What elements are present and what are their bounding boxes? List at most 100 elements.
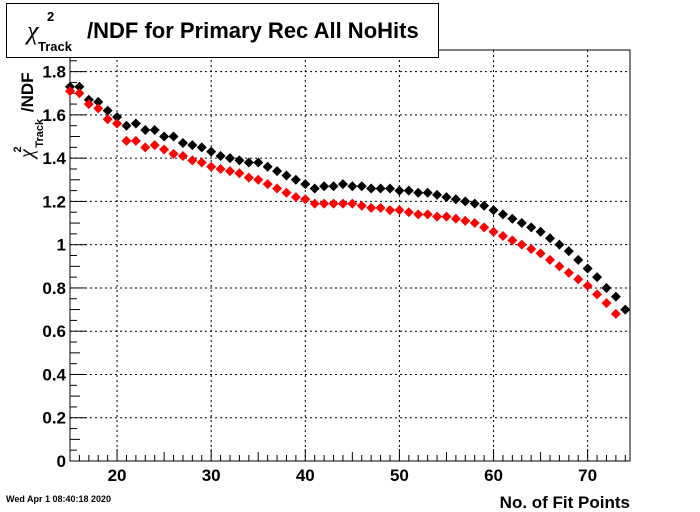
black-data-point bbox=[196, 142, 207, 153]
y-tick-label: 1 bbox=[57, 236, 66, 255]
red-data-point bbox=[281, 187, 292, 198]
y-tick-label: 0 bbox=[57, 452, 66, 471]
y-tick-label: 0.6 bbox=[42, 322, 66, 341]
y-axis-label-symbol: χ bbox=[16, 148, 38, 160]
red-data-point bbox=[356, 200, 367, 211]
black-data-point bbox=[601, 282, 612, 293]
red-data-point bbox=[309, 198, 320, 209]
x-tick-label: 50 bbox=[390, 466, 409, 485]
tick-labels: 20 30 40 50 60 70 0 0.2 0.4 0.6 0.8 1 1.2 1.4 1.6 1.8 bbox=[42, 63, 597, 485]
red-data-point bbox=[554, 261, 565, 272]
red-data-point bbox=[413, 209, 424, 220]
black-data-point bbox=[441, 192, 452, 203]
x-tick-label: 20 bbox=[108, 466, 127, 485]
black-data-point bbox=[375, 183, 386, 194]
red-data-point bbox=[215, 163, 226, 174]
black-data-point bbox=[450, 194, 461, 205]
red-data-point bbox=[253, 174, 264, 185]
plot-frame bbox=[69, 49, 631, 462]
red-data-point bbox=[337, 198, 348, 209]
red-data-point bbox=[319, 198, 330, 209]
red-data-point bbox=[93, 103, 104, 114]
red-data-point bbox=[385, 205, 395, 216]
red-data-point bbox=[573, 274, 584, 285]
red-data-point bbox=[610, 308, 621, 319]
black-data-point bbox=[545, 233, 555, 244]
black-data-point bbox=[413, 187, 424, 198]
red-data-point bbox=[234, 168, 245, 179]
grid bbox=[70, 50, 630, 461]
timestamp: Wed Apr 1 08:40:18 2020 bbox=[6, 494, 112, 504]
red-data-point bbox=[206, 161, 217, 172]
black-data-point bbox=[535, 226, 546, 237]
black-data-point bbox=[385, 183, 395, 194]
black-data-point bbox=[187, 140, 198, 151]
red-data-point bbox=[545, 254, 555, 265]
red-data-point bbox=[102, 114, 113, 125]
title-symbol: χ bbox=[27, 16, 39, 45]
black-data-point bbox=[243, 157, 254, 168]
black-data-point bbox=[319, 181, 330, 192]
title-superscript: 2 bbox=[47, 9, 55, 24]
black-data-point bbox=[497, 209, 508, 220]
black-data-point bbox=[121, 120, 132, 131]
black-data-point bbox=[262, 161, 273, 172]
red-data-point bbox=[422, 209, 433, 220]
black-data-point bbox=[281, 170, 292, 181]
y-tick-label: 1.2 bbox=[42, 192, 66, 211]
red-data-point bbox=[516, 239, 527, 250]
black-data-point bbox=[140, 125, 151, 136]
x-axis-label: No. of Fit Points bbox=[500, 493, 630, 512]
x-tick-label: 70 bbox=[578, 466, 597, 485]
black-data-point bbox=[290, 174, 301, 185]
red-data-point bbox=[300, 194, 311, 205]
red-data-point bbox=[177, 150, 188, 161]
black-data-point bbox=[328, 181, 339, 192]
red-data-point bbox=[592, 289, 603, 300]
data-points bbox=[65, 81, 631, 319]
red-data-point bbox=[347, 198, 358, 209]
red-data-point bbox=[507, 235, 518, 246]
red-data-point bbox=[403, 207, 414, 218]
chart-title: /NDF for Primary Rec All NoHits bbox=[87, 18, 419, 43]
black-data-point bbox=[610, 291, 621, 302]
title-box: χ 2 Track /NDF for Primary Rec All NoHit… bbox=[6, 3, 439, 58]
x-tick-label: 40 bbox=[296, 466, 315, 485]
red-data-point bbox=[290, 192, 301, 203]
y-axis-label-text: /NDF bbox=[18, 72, 37, 112]
black-data-point bbox=[225, 153, 235, 164]
black-data-point bbox=[366, 183, 377, 194]
black-data-point bbox=[74, 81, 85, 92]
black-data-point bbox=[253, 157, 264, 168]
red-data-point bbox=[130, 135, 141, 146]
red-data-point bbox=[272, 183, 283, 194]
y-tick-label: 0.4 bbox=[42, 365, 66, 384]
red-data-point bbox=[497, 231, 508, 242]
red-data-point bbox=[563, 267, 574, 278]
black-data-point bbox=[102, 105, 113, 116]
black-data-point bbox=[582, 263, 593, 274]
red-data-point bbox=[582, 280, 593, 291]
red-data-point bbox=[112, 118, 123, 129]
black-data-point bbox=[159, 131, 170, 142]
red-data-point bbox=[460, 215, 471, 226]
black-data-point bbox=[563, 246, 574, 257]
red-data-point bbox=[121, 135, 132, 146]
black-data-point bbox=[149, 125, 160, 136]
black-data-point bbox=[488, 205, 499, 216]
red-data-point bbox=[488, 226, 499, 237]
black-data-point bbox=[479, 200, 490, 211]
red-data-point bbox=[432, 211, 443, 222]
red-data-point bbox=[74, 88, 85, 99]
red-data-point bbox=[328, 198, 339, 209]
y-tick-label: 1.8 bbox=[42, 63, 66, 82]
black-data-point bbox=[620, 304, 631, 315]
y-axis-label: χ 2 Track /NDF bbox=[12, 72, 46, 160]
black-data-point bbox=[300, 179, 311, 190]
black-data-point bbox=[403, 185, 414, 196]
black-data-point bbox=[93, 96, 104, 107]
red-data-point bbox=[140, 142, 151, 153]
y-tick-label: 0.8 bbox=[42, 279, 66, 298]
red-data-point bbox=[159, 144, 170, 155]
black-data-point bbox=[112, 112, 123, 123]
